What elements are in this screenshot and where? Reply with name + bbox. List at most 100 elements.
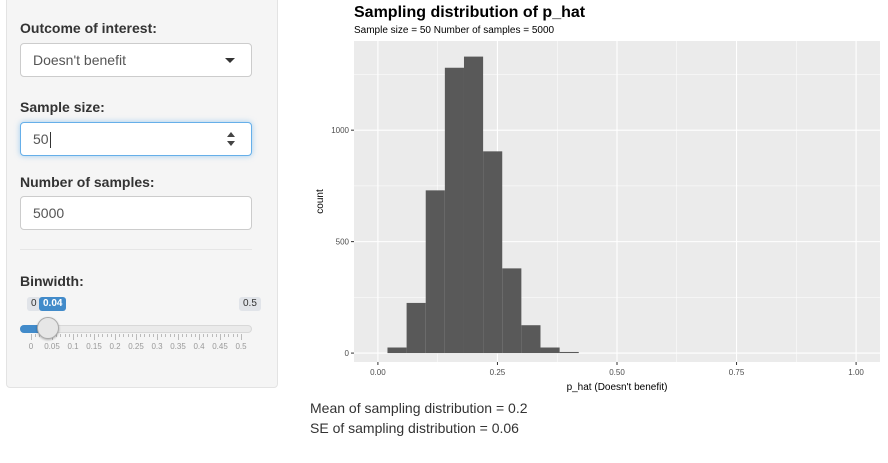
slider-tick	[73, 334, 74, 340]
slider-tick	[56, 334, 58, 337]
slider-tick	[224, 334, 226, 337]
slider-max-label: 0.5	[239, 297, 261, 311]
slider-handle[interactable]	[36, 317, 59, 339]
slider-value-label: 0.04	[39, 297, 67, 311]
slider-tick	[241, 334, 242, 340]
text-cursor	[49, 132, 51, 149]
slider-tick	[123, 334, 125, 337]
mean-stat: Mean of sampling distribution = 0.2	[310, 400, 528, 416]
slider-tick	[165, 334, 167, 337]
outcome-select[interactable]: Doesn't benefit	[20, 43, 252, 77]
histogram-bar	[540, 347, 560, 354]
slider-tick	[115, 334, 116, 340]
y-tick-label: 0	[345, 349, 350, 358]
slider-tick	[106, 334, 108, 337]
slider-tick	[228, 334, 230, 337]
num-samples-input[interactable]: 5000	[20, 196, 252, 230]
slider-tick	[190, 334, 192, 337]
slider-tick	[207, 334, 209, 337]
slider-tick-label: 0.35	[170, 342, 186, 351]
slider-tick	[68, 334, 70, 337]
slider-tick	[203, 334, 205, 337]
slider-fill	[20, 325, 48, 333]
slider-tick	[199, 334, 200, 340]
divider	[20, 249, 252, 250]
binwidth-label: Binwidth:	[20, 273, 84, 289]
slider-tick-label: 0.3	[151, 342, 163, 351]
slider-tick	[236, 334, 238, 337]
outcome-label: Outcome of interest:	[20, 20, 157, 36]
plot-title: Sampling distribution of p_hat	[354, 4, 586, 21]
slider-tick	[102, 334, 104, 337]
slider-tick	[110, 334, 112, 337]
slider-tick-label: 0.25	[128, 342, 144, 351]
outcome-select-value: Doesn't benefit	[33, 52, 126, 68]
sample-size-value: 50	[33, 131, 49, 147]
histogram-bar	[521, 325, 541, 354]
slider-tick	[173, 334, 175, 337]
slider-tick	[98, 334, 100, 337]
x-tick-label: 0.50	[609, 368, 625, 377]
slider-tick-label: 0.5	[235, 342, 247, 351]
slider-tick	[182, 334, 184, 337]
slider-tick-label: 0.2	[109, 342, 121, 351]
slider-tick-label: 0.1	[67, 342, 79, 351]
plot-subtitle: Sample size = 50 Number of samples = 500…	[354, 25, 555, 36]
slider-tick-label: 0.05	[44, 342, 60, 351]
slider-tick	[35, 334, 37, 337]
histogram-bar	[502, 268, 522, 354]
x-axis-label: p_hat (Doesn't benefit)	[567, 382, 668, 393]
slider-tick	[131, 334, 133, 337]
slider-tick	[144, 334, 146, 337]
x-tick-label: 0.00	[370, 368, 386, 377]
se-stat: SE of sampling distribution = 0.06	[310, 420, 519, 436]
slider-tick	[194, 334, 196, 337]
slider-tick	[148, 334, 150, 337]
histogram-bar	[406, 302, 426, 354]
slider-tick	[161, 334, 163, 337]
slider-tick	[211, 334, 213, 337]
y-axis-label: count	[315, 189, 326, 214]
num-samples-label: Number of samples:	[20, 174, 155, 190]
slider-tick	[152, 334, 154, 337]
slider-tick	[85, 334, 87, 337]
slider-tick	[157, 334, 158, 340]
slider-tick-label: 0.4	[193, 342, 205, 351]
histogram-bar	[559, 351, 579, 354]
slider-tick	[178, 334, 179, 340]
histogram-bar	[483, 151, 503, 354]
slider-tick	[94, 334, 95, 340]
slider-tick	[119, 334, 121, 337]
slider-tick	[186, 334, 188, 337]
slider-tick	[81, 334, 83, 337]
slider-tick	[140, 334, 142, 337]
sample-size-input[interactable]: 50	[20, 122, 252, 156]
chevron-down-icon	[225, 58, 235, 63]
slider-tick	[64, 334, 66, 337]
slider-tick	[127, 334, 129, 337]
slider-tick-label: 0.45	[212, 342, 228, 351]
number-spinner-icon[interactable]	[227, 132, 237, 148]
slider-tick	[215, 334, 217, 337]
num-samples-value: 5000	[33, 205, 65, 221]
x-tick-label: 0.75	[729, 368, 745, 377]
slider-min-label: 0	[27, 297, 41, 311]
x-tick-label: 0.25	[490, 368, 506, 377]
slider-tick	[136, 334, 137, 340]
slider-tick	[169, 334, 171, 337]
slider-tick	[77, 334, 79, 337]
sample-size-label: Sample size:	[20, 99, 105, 115]
slider-tick	[31, 334, 32, 340]
slider-tick-label: 0	[28, 342, 34, 351]
slider-tick	[89, 334, 91, 337]
y-tick-label: 500	[336, 238, 350, 247]
slider-tick	[60, 334, 62, 337]
slider-tick	[232, 334, 234, 337]
slider-tick-label: 0.15	[86, 342, 102, 351]
histogram-bar	[444, 67, 464, 354]
x-tick-label: 1.00	[848, 368, 864, 377]
y-tick-label: 1000	[331, 126, 349, 135]
histogram-bar	[425, 190, 445, 354]
histogram-bar	[463, 56, 484, 354]
